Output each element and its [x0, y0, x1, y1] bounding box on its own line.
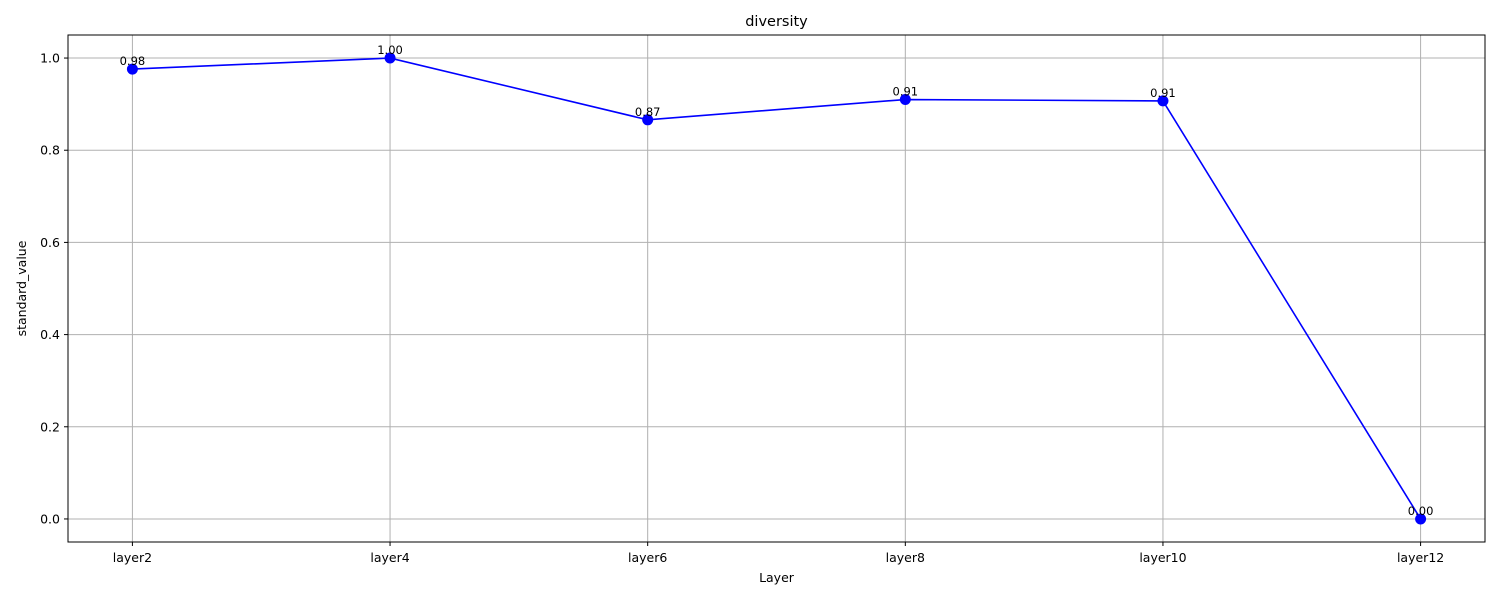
- data-point-label: 0.00: [1408, 504, 1434, 518]
- x-tick-label: layer10: [1139, 550, 1186, 565]
- data-labels: 0.98 1.00 0.87 0.91 0.91 0.00: [120, 43, 1434, 518]
- plot-area-frame: [67, 34, 1486, 543]
- series-group: [126, 52, 1427, 525]
- chart-title: diversity: [745, 14, 808, 30]
- data-point-label: 0.87: [635, 105, 661, 119]
- series-line: [132, 57, 1422, 520]
- y-tick-label: 0.0: [40, 511, 60, 526]
- y-tick-label: 0.6: [40, 235, 60, 250]
- x-tick-label: layer6: [628, 550, 667, 565]
- data-point-marker: [384, 52, 396, 64]
- x-tick-label: layer12: [1397, 550, 1444, 565]
- data-point-label: 0.91: [1150, 86, 1176, 100]
- y-tick-label: 0.4: [40, 327, 60, 342]
- data-point-label: 1.00: [377, 43, 403, 57]
- data-point-label: 0.91: [893, 85, 919, 99]
- y-tick-label: 0.2: [40, 419, 60, 434]
- axis-ticks: layer2 layer4 layer6 layer8 layer10 layer12 0.…: [40, 51, 1444, 565]
- y-tick-label: 0.8: [40, 143, 60, 158]
- x-tick-label: layer8: [886, 550, 925, 565]
- y-tick-label: 1.0: [40, 51, 60, 66]
- data-point-marker: [126, 63, 138, 75]
- data-point-marker: [899, 94, 911, 106]
- grid: [68, 35, 1485, 542]
- data-point-marker: [1157, 95, 1169, 107]
- data-point-marker: [1415, 513, 1427, 525]
- x-tick-label: layer4: [370, 550, 409, 565]
- data-point-label: 0.98: [120, 54, 146, 68]
- data-point-marker: [642, 114, 654, 126]
- x-axis-label: Layer: [759, 570, 795, 585]
- x-tick-label: layer2: [113, 550, 152, 565]
- y-axis-label: standard_value: [14, 240, 29, 336]
